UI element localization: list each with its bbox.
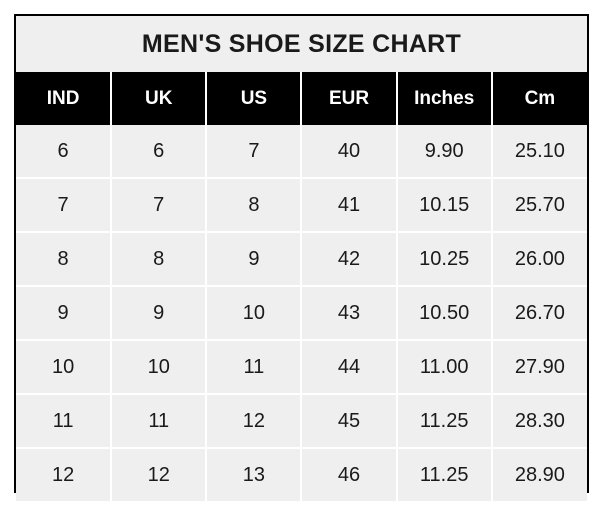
cell-cm: 26.70 xyxy=(491,286,587,341)
cell-uk: 12 xyxy=(111,448,208,501)
column-header-cm: Cm xyxy=(491,72,587,125)
header-row: IND UK US EUR Inches Cm xyxy=(16,72,587,125)
cell-us: 13 xyxy=(206,448,303,501)
table-body: 6 6 7 40 9.90 25.10 7 7 8 41 10.15 25.70… xyxy=(16,125,587,501)
table-row: 9 9 10 43 10.50 26.70 xyxy=(16,286,587,341)
cell-uk: 9 xyxy=(111,286,208,341)
cell-ind: 11 xyxy=(16,394,113,449)
cell-inches: 10.25 xyxy=(396,232,493,287)
cell-uk: 11 xyxy=(111,394,208,449)
cell-eur: 42 xyxy=(301,232,398,287)
cell-inches: 10.50 xyxy=(396,286,493,341)
cell-eur: 43 xyxy=(301,286,398,341)
cell-us: 9 xyxy=(206,232,303,287)
table-row: 6 6 7 40 9.90 25.10 xyxy=(16,125,587,179)
cell-inches: 11.25 xyxy=(396,394,493,449)
table-row: 12 12 13 46 11.25 28.90 xyxy=(16,448,587,501)
cell-cm: 26.00 xyxy=(491,232,587,287)
cell-uk: 7 xyxy=(111,178,208,233)
shoe-size-chart: MEN'S SHOE SIZE CHART IND UK US EUR Inch… xyxy=(14,14,589,501)
cell-inches: 10.15 xyxy=(396,178,493,233)
size-table: IND UK US EUR Inches Cm 6 6 7 40 9.90 25… xyxy=(16,72,587,501)
cell-eur: 45 xyxy=(301,394,398,449)
cell-us: 12 xyxy=(206,394,303,449)
cell-eur: 40 xyxy=(301,125,398,179)
cell-cm: 27.90 xyxy=(491,340,587,395)
cell-ind: 7 xyxy=(16,178,113,233)
chart-title: MEN'S SHOE SIZE CHART xyxy=(16,16,587,72)
cell-cm: 25.70 xyxy=(491,178,587,233)
cell-cm: 28.90 xyxy=(491,448,587,501)
column-header-eur: EUR xyxy=(301,72,398,125)
cell-us: 8 xyxy=(206,178,303,233)
cell-us: 10 xyxy=(206,286,303,341)
column-header-inches: Inches xyxy=(396,72,493,125)
table-row: 10 10 11 44 11.00 27.90 xyxy=(16,340,587,395)
cell-us: 11 xyxy=(206,340,303,395)
cell-eur: 44 xyxy=(301,340,398,395)
cell-eur: 41 xyxy=(301,178,398,233)
cell-ind: 12 xyxy=(16,448,113,501)
cell-uk: 8 xyxy=(111,232,208,287)
table-header: IND UK US EUR Inches Cm xyxy=(16,72,587,125)
column-header-us: US xyxy=(206,72,303,125)
cell-ind: 6 xyxy=(16,125,113,179)
cell-cm: 28.30 xyxy=(491,394,587,449)
cell-uk: 6 xyxy=(111,125,208,179)
cell-inches: 11.00 xyxy=(396,340,493,395)
cell-inches: 11.25 xyxy=(396,448,493,501)
table-row: 11 11 12 45 11.25 28.30 xyxy=(16,394,587,449)
column-header-ind: IND xyxy=(16,72,113,125)
cell-inches: 9.90 xyxy=(396,125,493,179)
cell-uk: 10 xyxy=(111,340,208,395)
cell-us: 7 xyxy=(206,125,303,179)
cell-eur: 46 xyxy=(301,448,398,501)
cell-ind: 9 xyxy=(16,286,113,341)
cell-ind: 8 xyxy=(16,232,113,287)
table-row: 8 8 9 42 10.25 26.00 xyxy=(16,232,587,287)
table-row: 7 7 8 41 10.15 25.70 xyxy=(16,178,587,233)
column-header-uk: UK xyxy=(111,72,208,125)
cell-ind: 10 xyxy=(16,340,113,395)
cell-cm: 25.10 xyxy=(491,125,587,179)
